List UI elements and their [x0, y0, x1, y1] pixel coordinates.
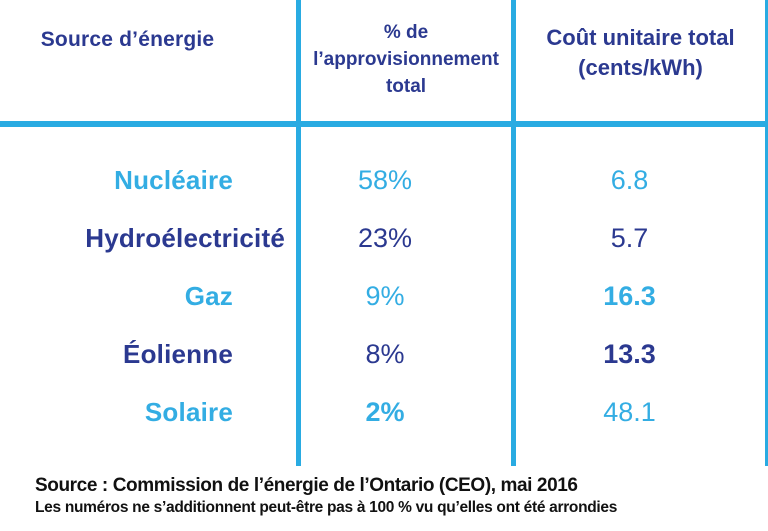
- supply-share-value: 58%: [357, 165, 413, 195]
- footer: Source : Commission de l’énergie de l’On…: [35, 474, 617, 518]
- source-attribution: Source : Commission de l’énergie de l’On…: [35, 475, 578, 496]
- header-divider: [0, 121, 768, 127]
- table-right-border: [765, 0, 768, 466]
- unit-cost-value: 16.3: [603, 281, 656, 311]
- table-row: Gaz 9% 16.3: [0, 268, 768, 326]
- unit-cost-value: 6.8: [610, 165, 649, 195]
- header-unit-cost: Coût unitaire total (cents/kWh): [516, 0, 765, 83]
- source-label: Éolienne: [123, 339, 233, 369]
- unit-cost-value: 48.1: [603, 397, 656, 427]
- table-row: Solaire 2% 48.1: [0, 384, 768, 442]
- header-unit-cost-line: (cents/kWh): [578, 55, 703, 80]
- source-label: Nucléaire: [114, 165, 233, 195]
- supply-share-value: 9%: [365, 281, 405, 311]
- header-supply-share: % de l’approvisionnement total: [301, 0, 511, 100]
- header-supply-share-line: total: [385, 76, 427, 97]
- rounding-footnote: Les numéros ne s’additionnent peut-être …: [35, 499, 618, 516]
- source-label: Gaz: [184, 281, 233, 311]
- header-supply-share-line: l’approvisionnement: [313, 49, 499, 70]
- column-divider-2: [511, 0, 516, 466]
- unit-cost-value: 5.7: [610, 223, 649, 253]
- header-supply-share-line: % de: [383, 22, 429, 43]
- source-label: Solaire: [144, 397, 233, 427]
- header-source-label: Source d’énergie: [40, 28, 215, 51]
- header-unit-cost-line: Coût unitaire total: [546, 25, 735, 50]
- supply-share-value: 2%: [365, 397, 405, 427]
- supply-share-value: 8%: [365, 339, 405, 369]
- table-row: Nucléaire 58% 6.8: [0, 152, 768, 210]
- source-label: Hydroélectricité: [85, 223, 285, 253]
- table-row: Hydroélectricité 23% 5.7: [0, 210, 768, 268]
- column-divider-1: [296, 0, 301, 466]
- unit-cost-value: 13.3: [603, 339, 656, 369]
- supply-share-value: 23%: [357, 223, 413, 253]
- table-row: Éolienne 8% 13.3: [0, 326, 768, 384]
- table-body: Nucléaire 58% 6.8 Hydroélectricité 23% 5…: [0, 127, 768, 466]
- header-source: Source d’énergie: [0, 0, 297, 52]
